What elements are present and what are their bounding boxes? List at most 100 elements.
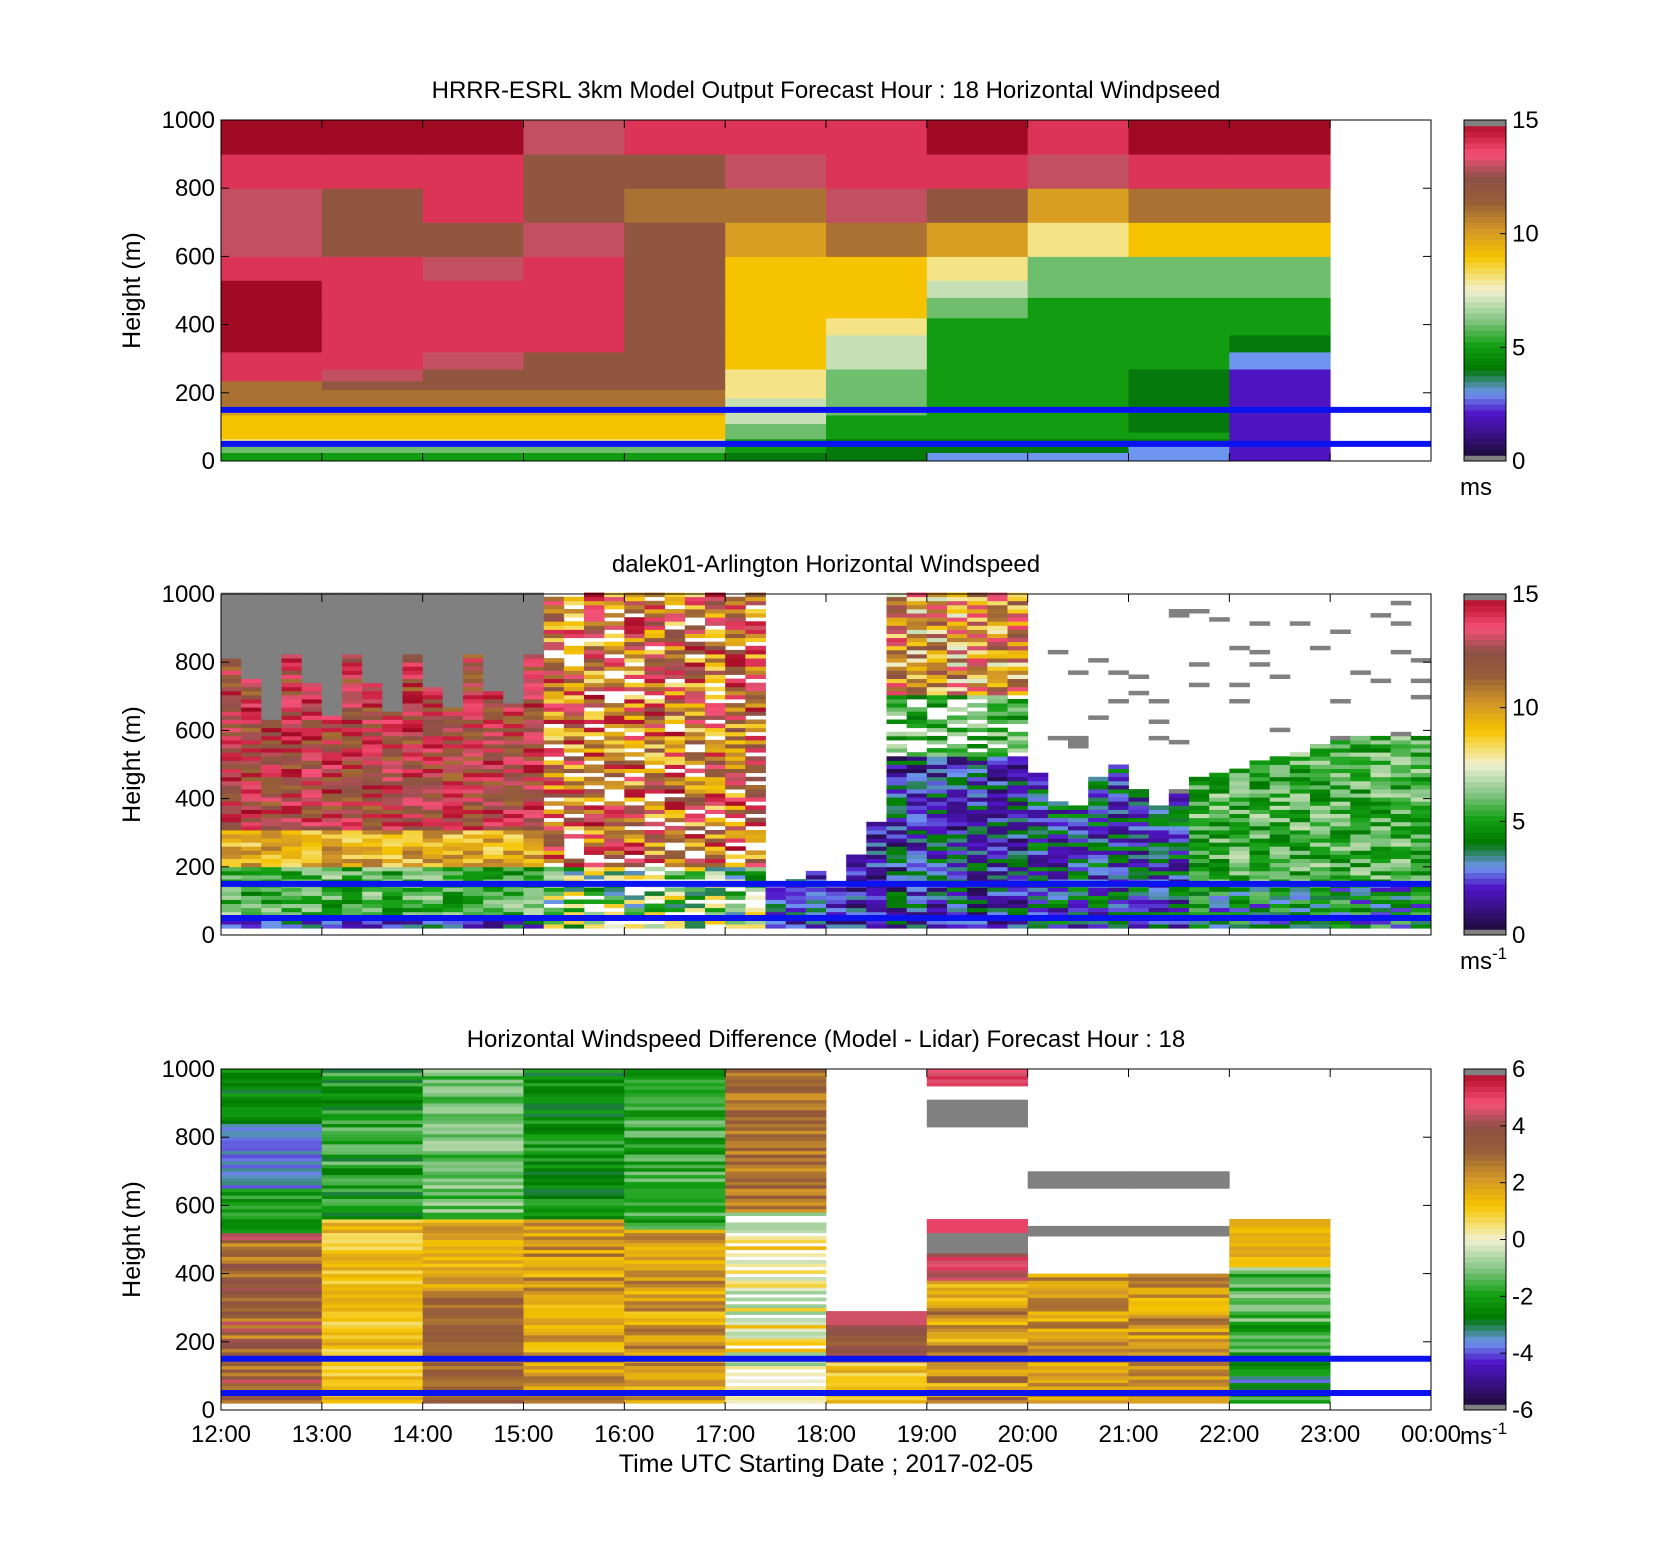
heatmap-cell <box>644 776 666 782</box>
heatmap-cell <box>1108 875 1129 880</box>
colorbar-frame <box>1463 593 1507 936</box>
heatmap-cell <box>422 838 444 843</box>
heatmap-cell <box>523 1178 625 1182</box>
heatmap-cell <box>1390 825 1412 831</box>
heatmap-cell <box>221 1239 323 1244</box>
heatmap-cell <box>321 1123 423 1128</box>
heatmap-cell <box>926 222 1029 257</box>
colorbar-segment <box>1464 1137 1506 1144</box>
heatmap-cell <box>1229 821 1250 827</box>
heatmap-cell <box>926 397 1029 407</box>
heatmap-cell <box>644 785 666 790</box>
heatmap-cell <box>926 613 948 618</box>
heatmap-cell <box>1310 907 1331 913</box>
heatmap-cell <box>1189 920 1210 925</box>
heatmap-cell <box>221 1232 323 1237</box>
heatmap-cell <box>926 368 1029 382</box>
heatmap-cell <box>563 649 585 655</box>
heatmap-cell <box>745 658 766 663</box>
heatmap-cell <box>644 821 666 827</box>
heatmap-cell <box>1229 423 1331 433</box>
heatmap-cell <box>684 780 706 786</box>
heatmap-cell <box>967 870 988 876</box>
heatmap-cell <box>382 887 403 892</box>
heatmap-cell <box>1229 895 1250 900</box>
heatmap-cell <box>725 1099 827 1104</box>
heatmap-cell <box>422 1147 524 1152</box>
heatmap-cell <box>261 670 282 675</box>
heatmap-cell <box>261 875 282 880</box>
heatmap-cell <box>261 715 282 720</box>
heatmap-cell <box>624 617 645 622</box>
heatmap-cell <box>987 592 1008 598</box>
heatmap-cell <box>463 887 484 892</box>
heatmap-cell <box>664 662 686 667</box>
colorbar-segment <box>1464 792 1506 800</box>
heatmap-cell <box>886 756 908 761</box>
heatmap-cell <box>543 703 565 708</box>
heatmap-cell <box>1128 862 1150 868</box>
heatmap-cell <box>442 903 464 909</box>
heatmap-cell <box>1390 805 1412 810</box>
colorbar-segment <box>1464 1364 1506 1371</box>
colorbar-segment <box>1464 1211 1506 1218</box>
heatmap-cell <box>221 1096 323 1101</box>
heatmap-cell <box>644 768 666 774</box>
heatmap-cell <box>826 1348 928 1353</box>
heatmap-cell <box>261 707 282 712</box>
heatmap-cell <box>906 645 928 651</box>
heatmap-cell <box>483 654 504 659</box>
heatmap-cell <box>926 654 948 659</box>
heatmap-cell <box>321 1099 423 1104</box>
heatmap-cell <box>987 609 1008 614</box>
heatmap-cell <box>1390 875 1412 880</box>
colorbar-segment <box>1464 318 1506 326</box>
heatmap-cell <box>886 813 908 819</box>
heatmap-cell <box>886 760 908 765</box>
heatmap-cell <box>402 727 424 733</box>
heatmap-cell <box>684 752 706 757</box>
colorbar-segment <box>1464 1097 1506 1104</box>
heatmap-cell <box>523 1290 625 1295</box>
heatmap-cell <box>422 866 444 872</box>
heatmap-cell <box>846 870 867 876</box>
heatmap-cell <box>523 1219 625 1223</box>
heatmap-cell <box>321 334 424 353</box>
colorbar-segment <box>1464 1319 1506 1326</box>
heatmap-cell <box>362 752 383 757</box>
heatmap-cell <box>1229 1287 1331 1291</box>
heatmap-cell <box>1148 830 1170 835</box>
heatmap-cell <box>886 633 908 639</box>
colorbar-unit: ms-1 <box>1460 1419 1507 1450</box>
heatmap-cell <box>1088 838 1109 843</box>
heatmap-cell <box>221 1246 323 1251</box>
heatmap-cell <box>342 899 363 904</box>
heatmap-cell <box>906 830 928 835</box>
heatmap-cell <box>402 887 424 892</box>
heatmap-cell <box>1229 813 1250 819</box>
heatmap-cell <box>926 1106 1028 1111</box>
heatmap-cell <box>483 621 504 626</box>
heatmap-cell <box>1007 633 1029 639</box>
heatmap-cell <box>241 645 262 651</box>
heatmap-cell <box>402 797 424 802</box>
heatmap-cell <box>725 1127 827 1131</box>
heatmap-cell <box>584 613 605 618</box>
colorbar-segment <box>1464 1108 1506 1115</box>
heatmap-cell <box>1410 862 1432 868</box>
heatmap-cell <box>503 768 524 774</box>
heatmap-cell <box>584 699 605 704</box>
heatmap-cell <box>705 772 726 778</box>
heatmap-cell <box>422 1099 524 1104</box>
heatmap-cell <box>1229 154 1331 189</box>
heatmap-cell <box>1410 760 1432 765</box>
heatmap-cell <box>382 813 403 819</box>
heatmap-cell <box>442 891 464 896</box>
heatmap-cell <box>947 748 968 753</box>
heatmap-cell <box>221 825 242 831</box>
heatmap-cell <box>362 723 383 729</box>
heatmap-cell <box>382 613 403 618</box>
heatmap-cell <box>725 1352 827 1356</box>
heatmap-cell <box>422 1140 524 1145</box>
heatmap-cell <box>624 1113 726 1118</box>
